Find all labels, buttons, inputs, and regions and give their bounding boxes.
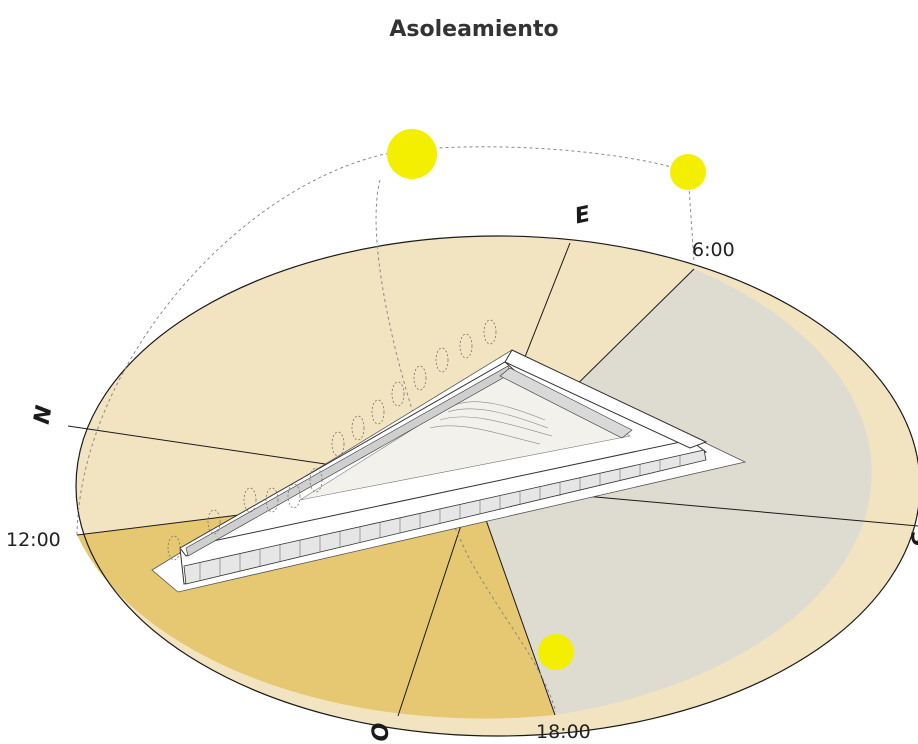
tree-icon — [167, 319, 497, 561]
compass-south: S — [905, 529, 918, 549]
sun-paths — [76, 146, 695, 713]
sun-icon — [670, 154, 706, 190]
compass-east: E — [573, 202, 593, 230]
building-axonometric — [151, 349, 747, 593]
sun-icon — [538, 634, 574, 670]
time-label-18: 18:00 — [536, 721, 591, 743]
shade-sector — [474, 269, 872, 715]
time-label-6: 6:00 — [692, 239, 735, 261]
compass-west: O — [369, 723, 394, 742]
diagram-title: Asoleamiento — [389, 17, 558, 42]
sun-icon — [387, 129, 437, 179]
time-label-12: 12:00 — [6, 529, 61, 551]
compass-north: N — [30, 404, 58, 426]
